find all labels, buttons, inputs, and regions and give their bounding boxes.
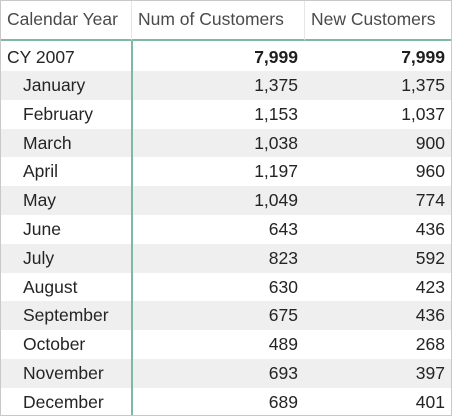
table-row: August 630 423 [1, 273, 451, 302]
table-row: November 693 397 [1, 358, 451, 388]
table-row: December 689 401 [1, 388, 451, 417]
new-customers-value: 436 [304, 301, 451, 331]
num-customers-value: 7,999 [254, 47, 298, 67]
row-label[interactable]: CY 2007 [7, 47, 75, 67]
num-customers-value: 1,153 [254, 103, 298, 124]
total-row: CY 2007 7,999 7,999 [1, 41, 451, 71]
num-customers-value: 1,375 [131, 71, 304, 100]
table-row: October 489 268 [1, 330, 451, 359]
new-customers-value: 960 [415, 161, 445, 182]
new-customers-value: 1,037 [401, 103, 445, 124]
row-label[interactable]: January [1, 71, 131, 100]
table-row: March 1,038 900 [1, 128, 451, 158]
column-header-calendar-year[interactable]: Calendar Year [1, 1, 131, 41]
matrix-header: Calendar Year Num of Customers New Custo… [1, 1, 451, 41]
num-customers-value: 693 [131, 358, 304, 388]
row-label[interactable]: June [23, 218, 61, 239]
row-label[interactable]: July [1, 243, 131, 273]
num-customers-value: 1,197 [254, 161, 298, 182]
new-customers-value: 268 [415, 334, 445, 355]
new-customers-value: 592 [304, 243, 451, 273]
new-customers-value: 774 [304, 186, 451, 215]
row-label[interactable]: May [1, 186, 131, 215]
num-customers-value: 823 [131, 243, 304, 273]
row-label[interactable]: October [23, 334, 86, 355]
num-customers-value: 489 [268, 334, 298, 355]
table-row: July 823 592 [1, 243, 451, 273]
table-row: September 675 436 [1, 301, 451, 331]
num-customers-value: 675 [131, 301, 304, 331]
row-label[interactable]: September [1, 301, 131, 331]
table-row: February 1,153 1,037 [1, 100, 451, 129]
new-customers-value: 401 [415, 391, 445, 412]
new-customers-value: 423 [415, 276, 445, 297]
row-label[interactable]: August [23, 276, 78, 297]
row-label[interactable]: December [23, 391, 104, 412]
row-header-divider [131, 41, 133, 415]
row-label[interactable]: April [23, 161, 59, 182]
row-label[interactable]: February [23, 103, 94, 124]
new-customers-value: 900 [304, 128, 451, 158]
table-row: April 1,197 960 [1, 157, 451, 186]
num-customers-value: 689 [268, 391, 298, 412]
num-customers-value: 643 [268, 218, 298, 239]
new-customers-value: 1,375 [304, 71, 451, 100]
num-customers-value: 1,038 [131, 128, 304, 158]
new-customers-value: 397 [304, 358, 451, 388]
num-customers-value: 630 [268, 276, 298, 297]
new-customers-value: 7,999 [401, 47, 445, 67]
table-row: January 1,375 1,375 [1, 71, 451, 100]
column-header-new-customers[interactable]: New Customers [304, 1, 451, 41]
column-header-num-of-customers[interactable]: Num of Customers [131, 1, 304, 41]
table-row: May 1,049 774 [1, 186, 451, 215]
num-customers-value: 1,049 [131, 186, 304, 215]
table-row: June 643 436 [1, 215, 451, 244]
row-label[interactable]: March [1, 128, 131, 158]
new-customers-value: 436 [415, 218, 445, 239]
row-label[interactable]: November [1, 358, 131, 388]
